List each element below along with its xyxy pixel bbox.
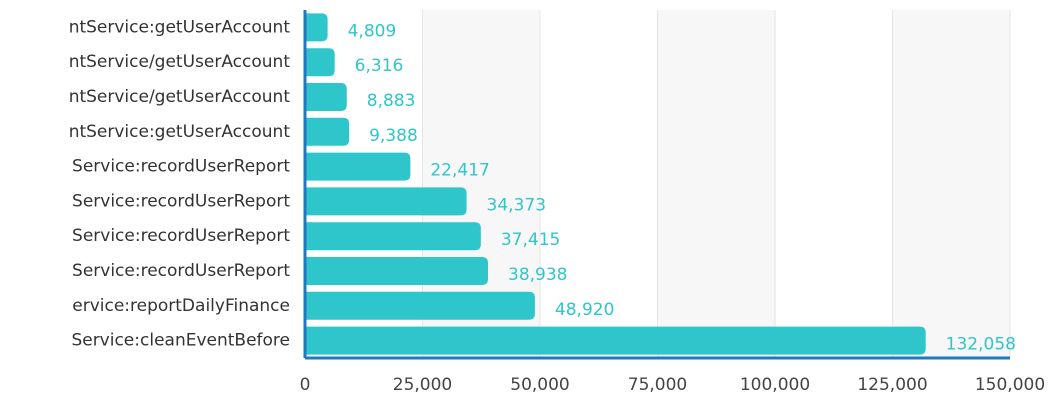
- bar: [305, 257, 489, 285]
- value-label: 132,058: [946, 335, 1016, 355]
- value-label: 48,920: [555, 300, 614, 320]
- y-tick-label: Service:recordUserReport: [72, 261, 290, 281]
- x-tick-label: 0: [300, 375, 311, 395]
- value-label: 38,938: [508, 265, 567, 285]
- y-tick-label: Service:recordUserReport: [72, 157, 290, 177]
- value-label: 37,415: [501, 230, 560, 250]
- x-tick-label: 50,000: [510, 375, 569, 395]
- y-tick-label: ntService:getUserAccount: [69, 17, 291, 37]
- value-label: 8,883: [367, 91, 416, 111]
- bar: [305, 187, 467, 216]
- x-tick-label: 75,000: [628, 375, 687, 395]
- bar: [305, 13, 328, 42]
- y-tick-label: ntService:getUserAccount: [69, 122, 291, 142]
- value-label: 6,316: [355, 56, 404, 76]
- bar: [305, 326, 926, 355]
- value-label: 22,417: [430, 161, 489, 181]
- value-label: 34,373: [487, 195, 546, 215]
- background: [304, 10, 1011, 358]
- y-tick-label: ntService/getUserAccount: [69, 87, 291, 107]
- bar: [305, 291, 535, 320]
- y-tick-label: ervice:reportDailyFinance: [72, 296, 290, 316]
- split-area: [657, 10, 775, 358]
- y-tick-label: Service:recordUserReport: [72, 191, 290, 211]
- x-tick-label: 150,000: [975, 375, 1045, 395]
- x-tick-label: 25,000: [393, 375, 452, 395]
- bar: [305, 83, 347, 111]
- x-tick-label: 125,000: [857, 375, 927, 395]
- value-label: 9,388: [369, 126, 418, 146]
- bar: [305, 48, 335, 77]
- x-tick-label: 100,000: [740, 375, 810, 395]
- bar: [305, 152, 411, 181]
- y-tick-label: Service:cleanEventBefore: [71, 331, 290, 351]
- bar: [305, 222, 481, 251]
- y-tick-label: Service:recordUserReport: [72, 226, 290, 246]
- value-label: 4,809: [348, 21, 397, 41]
- y-tick-label: ntService/getUserAccount: [69, 52, 291, 72]
- split-area: [892, 10, 1010, 358]
- bar: [305, 117, 350, 146]
- category-labels: ntService:getUserAccount ntService/getUse…: [69, 17, 291, 350]
